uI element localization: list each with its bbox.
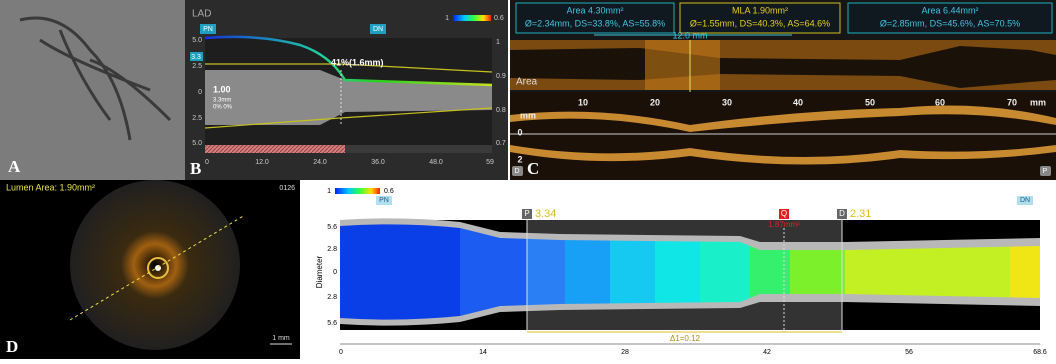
annotation: 41%(1.6mm) [331,57,384,67]
colorbar-label: 1 [327,188,331,195]
x-unit: mm [1030,97,1046,107]
y-tick-label: 5.6 [327,320,337,327]
box-detail: Ø=1.55mm, DS=40.3%, AS=64.6% [690,18,830,28]
x-tick-label: 42 [763,349,771,356]
x-tick-label: 40 [793,97,803,107]
oct-cross-section [70,180,240,350]
x-tick-label: 60 [935,97,945,107]
box-title: MLA 1.90mm² [732,5,788,15]
x-tick-label: 20 [650,97,660,107]
dn-tag: DN [1020,197,1030,204]
ffr-value: 1.00 [213,84,231,94]
x-tick-label: 0 [205,159,209,166]
ref-diameter: 3.3mm [213,98,231,104]
y-unit: mm [520,110,536,120]
y-tick-label: 2 [517,154,522,164]
y-tick-label: 0 [198,89,202,96]
left-tag: D [514,168,519,175]
colorbar-label: 1 [445,15,449,22]
area-label: Area [516,77,538,88]
panel-label: E [316,338,327,357]
figure: A LAD PN DN 1 0.6 41%(1.6mm) 1.00 3.3mm … [0,0,1056,359]
x-tick-label: 24.0 [313,159,327,166]
scale-label: 1 mm [272,335,290,342]
panel-label: D [6,337,18,356]
y-tick-label: 0 [333,269,337,276]
x-tick-label: 12.0 [255,159,269,166]
y2-tick-label: 0.8 [496,107,506,114]
colorbar-label: 0.6 [494,15,504,22]
x-tick-label: 50 [865,97,875,107]
x-tick-label: 14 [479,349,487,356]
box-title: Area 6.44mm² [921,5,978,15]
box-detail: Ø=2.85mm, DS=45.6%, AS=70.5% [880,18,1020,28]
catheter [155,265,161,271]
right-tag: P [1043,168,1048,175]
delta: Δ1=0.12 [670,334,701,343]
x-tick-label: 70 [1007,97,1017,107]
pn-tag: PN [203,26,213,33]
p-value: 3.34 [535,208,556,220]
length: 12.0 mm [672,30,707,40]
x-tick-label: 28 [621,349,629,356]
lesion-segment [205,145,345,153]
dn-tag: DN [373,26,383,33]
q-tag: Q [781,209,787,218]
y-tick-label: 2.8 [327,246,337,253]
page: A LAD PN DN 1 0.6 41%(1.6mm) 1.00 3.3mm … [0,0,1056,359]
p-tag: P [524,209,529,218]
x-tick-label: 59 [486,159,494,166]
stenosis: 0% 0% [213,105,233,111]
d-tag: D [839,209,845,218]
y-tick-label: 5.6 [327,224,337,231]
x-tick-label: 0 [339,349,343,356]
y-tick-label: 2.5 [192,63,202,70]
x-tick-label: 56 [905,349,913,356]
x-tick-label: 68.6 [1033,349,1047,356]
y-tick-label: 0 [517,127,522,137]
segment [340,220,460,330]
vessel-name: LAD [192,9,211,20]
colorbar-label: 0.6 [384,188,394,195]
q-value: 1.87mm² [768,220,800,229]
lumen-area: Lumen Area: 1.90mm² [6,182,95,192]
panel-label: B [190,159,201,178]
x-tick-label: 48.0 [429,159,443,166]
x-tick-label: 36.0 [371,159,385,166]
box-detail: Ø=2.34mm, DS=33.8%, AS=55.8% [525,18,665,28]
pn-tag: PN [379,197,389,204]
x-tick-label: 10 [578,97,588,107]
y-tick-label: 2.8 [327,294,337,301]
y2-tick-label: 0.7 [496,140,506,147]
y-tick-label: 5.0 [192,37,202,44]
panel-label: A [8,157,21,176]
marker: 3.3 [191,54,201,61]
y-tick-label: 2.5 [192,115,202,122]
y2-tick-label: 1 [496,39,500,46]
colorbar [335,188,380,194]
y2-tick-label: 0.9 [496,73,506,80]
box-title: Area 4.30mm² [566,5,623,15]
oct-longitudinal [510,92,1056,180]
frame-number: 0126 [279,185,295,192]
d-value: 2.31 [850,208,871,220]
angiogram [0,0,185,180]
colorbar [453,15,491,21]
y-tick-label: 5.0 [192,140,202,147]
panel-label: C [527,159,539,178]
y-axis-label: Diameter [315,255,324,288]
lesion-highlight [645,40,720,90]
x-tick-label: 30 [722,97,732,107]
